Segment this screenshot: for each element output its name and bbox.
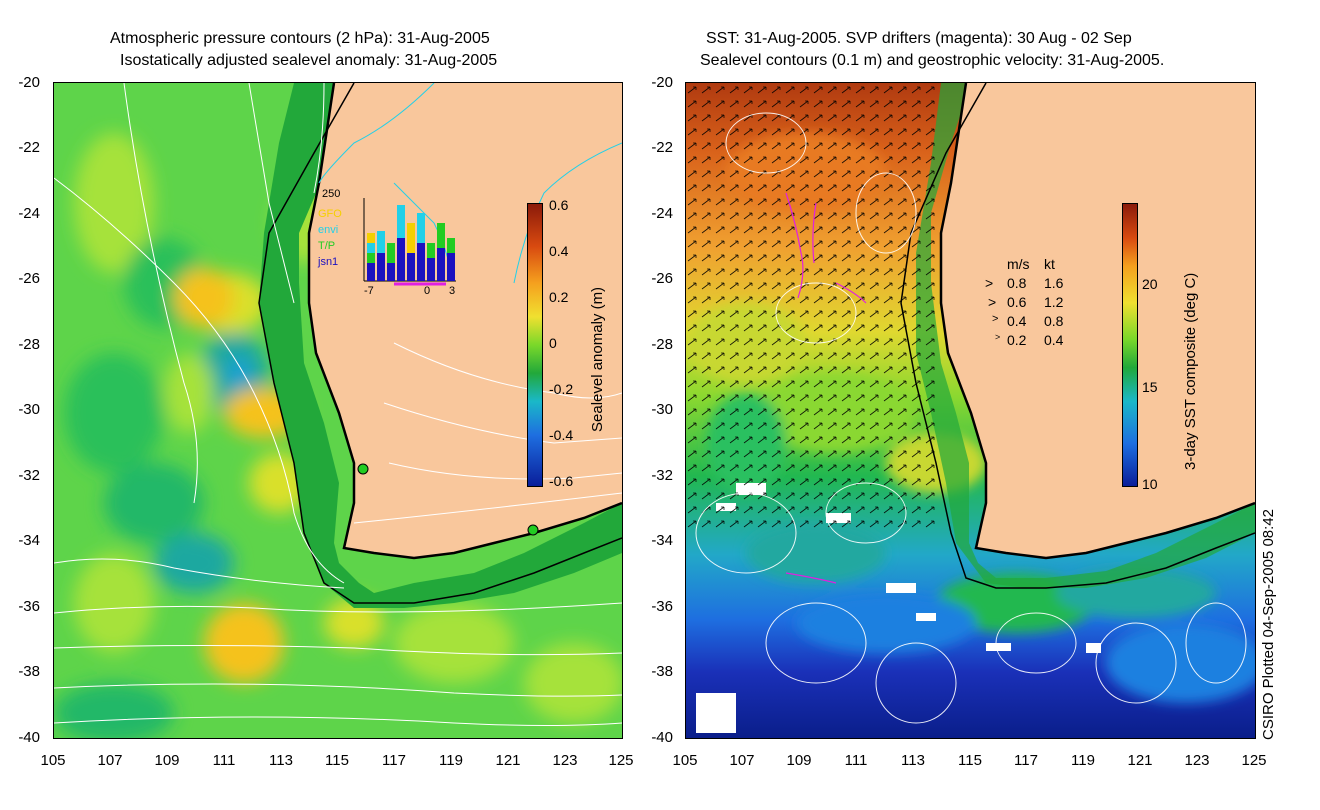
inset-legend-envi: envi bbox=[318, 224, 339, 236]
lat-tick: -24 bbox=[651, 205, 673, 222]
lat-tick: -38 bbox=[18, 663, 40, 680]
colorbar-tick: 0.4 bbox=[549, 243, 569, 259]
colorbar-tick: 0.2 bbox=[549, 289, 569, 305]
lon-tick: 117 bbox=[1014, 752, 1038, 769]
colorbar-tick: 0 bbox=[549, 335, 557, 351]
lon-tick: 109 bbox=[154, 752, 180, 769]
lon-tick: 109 bbox=[786, 752, 812, 769]
lat-tick: -32 bbox=[651, 467, 673, 484]
lat-tick: -22 bbox=[651, 139, 673, 156]
lon-tick: 119 bbox=[1071, 752, 1095, 769]
colorbar-tick: -0.6 bbox=[549, 473, 574, 489]
sst-colorbar-tick: 10 bbox=[1142, 476, 1158, 492]
lat-tick: -36 bbox=[18, 598, 40, 615]
lat-tick: -40 bbox=[18, 729, 40, 746]
lat-tick: -20 bbox=[18, 74, 40, 91]
data-inset-histogram bbox=[363, 198, 456, 286]
station-marker bbox=[357, 463, 369, 475]
lon-tick: 115 bbox=[958, 752, 982, 769]
velocity-legend-arrow: > bbox=[992, 313, 999, 325]
right-title-line1: SST: 31-Aug-2005. SVP drifters (magenta)… bbox=[706, 30, 1132, 47]
velocity-legend-kt: 1.6 bbox=[1044, 275, 1064, 291]
lat-tick: -32 bbox=[18, 467, 40, 484]
lon-tick: 121 bbox=[495, 752, 521, 769]
lon-tick: 111 bbox=[212, 752, 236, 769]
velocity-legend-header-kt: kt bbox=[1044, 256, 1055, 272]
sst-map bbox=[685, 82, 1256, 739]
lon-tick: 121 bbox=[1127, 752, 1153, 769]
lon-tick: 111 bbox=[844, 752, 868, 769]
sst-colorbar-tick: 20 bbox=[1142, 276, 1158, 292]
sst-colorbar-label: 3-day SST composite (deg C) bbox=[1182, 272, 1199, 470]
left-title-line2: Isostatically adjusted sealevel anomaly:… bbox=[120, 52, 498, 69]
lon-tick: 113 bbox=[901, 752, 925, 769]
inset-legend-gfo: GFO bbox=[318, 208, 342, 220]
lon-tick: 125 bbox=[1241, 752, 1267, 769]
lat-tick: -20 bbox=[651, 74, 673, 91]
inset-ymax-label: 250 bbox=[322, 188, 341, 200]
lat-tick: -26 bbox=[651, 270, 673, 287]
lon-tick: 123 bbox=[552, 752, 578, 769]
lon-tick: 123 bbox=[1184, 752, 1210, 769]
sealevel-colorbar bbox=[527, 203, 543, 487]
velocity-legend-arrow: > bbox=[988, 294, 997, 310]
velocity-legend-arrow: > bbox=[995, 332, 1001, 342]
velocity-legend-kt: 0.4 bbox=[1044, 332, 1064, 348]
colorbar-label: Sealevel anomaly (m) bbox=[589, 286, 606, 432]
lon-tick: 113 bbox=[269, 752, 293, 769]
velocity-legend-arrow: > bbox=[985, 275, 994, 291]
colorbar-tick: -0.4 bbox=[549, 427, 574, 443]
lat-tick: -34 bbox=[18, 532, 40, 549]
lat-tick: -28 bbox=[18, 336, 40, 353]
lon-tick: 115 bbox=[325, 752, 349, 769]
inset-xtick: -7 bbox=[364, 285, 374, 297]
inset-xtick: 0 bbox=[424, 285, 431, 297]
sst-colorbar bbox=[1122, 203, 1138, 487]
lat-tick: -22 bbox=[18, 139, 40, 156]
velocity-legend-ms: 0.2 bbox=[1007, 332, 1027, 348]
colorbar-tick: -0.2 bbox=[549, 381, 574, 397]
sealevel-anomaly-map bbox=[53, 82, 623, 739]
velocity-legend-ms: 0.4 bbox=[1007, 313, 1027, 329]
lat-tick: -30 bbox=[651, 401, 673, 418]
velocity-legend-ms: 0.6 bbox=[1007, 294, 1027, 310]
lon-tick: 105 bbox=[672, 752, 698, 769]
velocity-legend-ms: 0.8 bbox=[1007, 275, 1027, 291]
lat-tick: -28 bbox=[651, 336, 673, 353]
velocity-legend-kt: 0.8 bbox=[1044, 313, 1064, 329]
lon-tick: 107 bbox=[97, 752, 123, 769]
inset-legend-jsn1: jsn1 bbox=[318, 256, 339, 268]
lat-tick: -26 bbox=[18, 270, 40, 287]
lon-tick: 125 bbox=[608, 752, 634, 769]
station-marker bbox=[527, 524, 539, 536]
lat-tick: -36 bbox=[651, 598, 673, 615]
lat-tick: -38 bbox=[651, 663, 673, 680]
colorbar-tick: 0.6 bbox=[549, 197, 569, 213]
lon-tick: 107 bbox=[729, 752, 755, 769]
inset-xtick: 3 bbox=[449, 285, 456, 297]
velocity-legend-header-ms: m/s bbox=[1007, 256, 1030, 272]
velocity-legend-kt: 1.2 bbox=[1044, 294, 1064, 310]
lat-tick: -40 bbox=[651, 729, 673, 746]
lat-tick: -30 bbox=[18, 401, 40, 418]
left-title-line1: Atmospheric pressure contours (2 hPa): 3… bbox=[110, 30, 490, 47]
plot-credit: CSIRO Plotted 04-Sep-2005 08:42 bbox=[1260, 509, 1277, 740]
sst-colorbar-tick: 15 bbox=[1142, 379, 1158, 395]
right-title-line2: Sealevel contours (0.1 m) and geostrophi… bbox=[700, 52, 1165, 69]
lon-tick: 119 bbox=[439, 752, 463, 769]
lat-tick: -24 bbox=[18, 205, 40, 222]
inset-legend-tp: T/P bbox=[318, 240, 336, 252]
lat-tick: -34 bbox=[651, 532, 673, 549]
lon-tick: 117 bbox=[382, 752, 406, 769]
lon-tick: 105 bbox=[40, 752, 66, 769]
